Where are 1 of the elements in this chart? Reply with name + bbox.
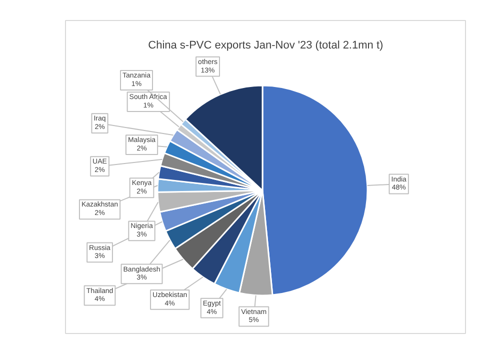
chart-title: China s-PVC exports Jan-Nov '23 (total 2.1mn t) (148, 40, 384, 52)
